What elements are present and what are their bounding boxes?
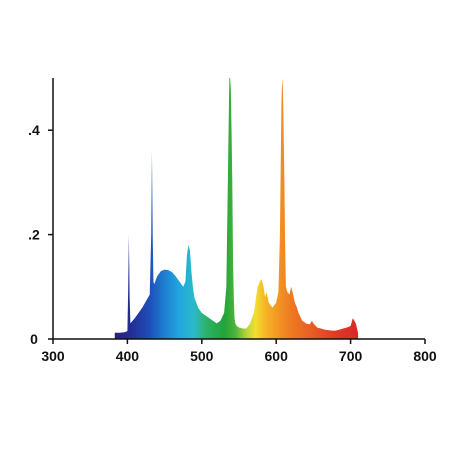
x-tick-label: 400: [116, 348, 140, 364]
x-tick-label: 700: [339, 348, 363, 364]
y-tick-label: .4: [28, 122, 40, 138]
y-tick-label: 0: [30, 331, 38, 347]
y-tick-label: .2: [28, 227, 40, 243]
x-axis-ticks: 300 400 500 600 700 800: [41, 339, 437, 364]
x-tick-label: 800: [413, 348, 437, 364]
x-tick-label: 500: [190, 348, 214, 364]
x-tick-label: 300: [41, 348, 65, 364]
spectrum-series-area: [114, 78, 359, 339]
y-axis-ticks: 0 .2 .4: [28, 122, 53, 347]
plot-area: [114, 78, 359, 339]
axes: [52, 78, 425, 340]
x-tick-label: 600: [265, 348, 289, 364]
